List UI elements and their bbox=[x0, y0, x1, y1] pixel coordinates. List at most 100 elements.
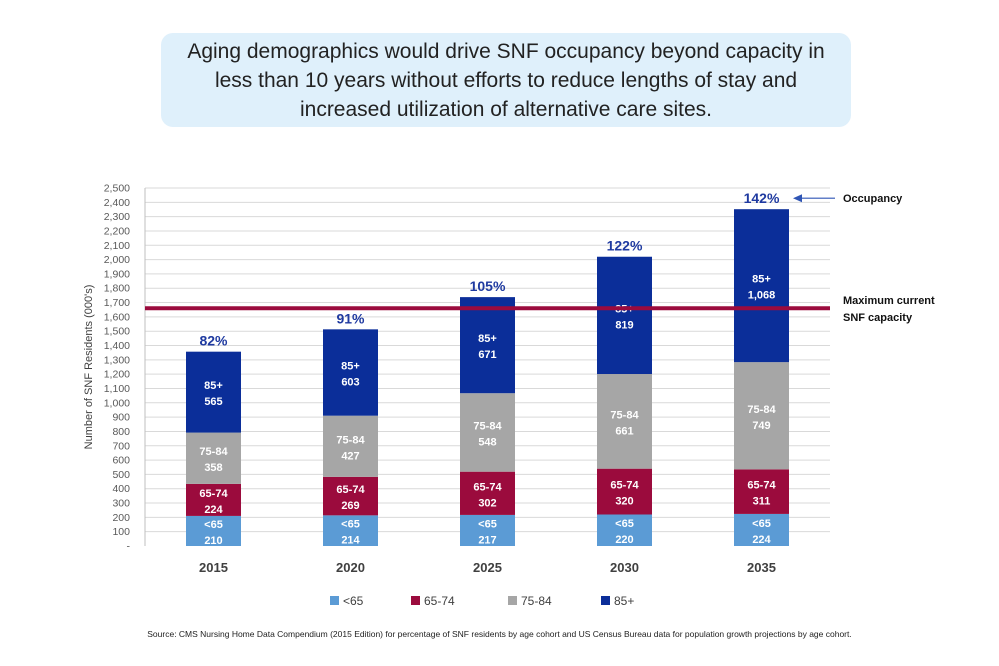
capacity-label-line1: Maximum current bbox=[843, 295, 935, 307]
segment-value-label: 302 bbox=[478, 497, 496, 509]
x-tick-label: 2025 bbox=[473, 560, 502, 575]
occupancy-annotation: Occupancy bbox=[843, 193, 903, 205]
y-tick-label: 1,000 bbox=[104, 397, 130, 409]
bar-segment bbox=[323, 415, 378, 477]
segment-value-label: 311 bbox=[753, 496, 771, 508]
bar-segment bbox=[186, 483, 241, 516]
legend-swatch bbox=[330, 596, 339, 605]
y-tick-label: 100 bbox=[112, 526, 130, 538]
legend-label: 75-84 bbox=[521, 594, 552, 608]
legend-swatch bbox=[411, 596, 420, 605]
bar-segment bbox=[186, 351, 241, 433]
legend-label: <65 bbox=[343, 594, 364, 608]
segment-value-label: 269 bbox=[341, 500, 359, 512]
x-tick-label: 2030 bbox=[610, 560, 639, 575]
legend-swatch bbox=[508, 596, 517, 605]
bar-segment bbox=[597, 256, 652, 375]
segment-value-label: 1,068 bbox=[748, 290, 776, 302]
segment-series-label: 85+ bbox=[752, 274, 771, 286]
bar-segment bbox=[597, 374, 652, 469]
y-tick-label: 1,100 bbox=[104, 383, 130, 395]
y-tick-label: 800 bbox=[112, 426, 130, 438]
segment-series-label: <65 bbox=[478, 518, 497, 530]
y-tick-label: 200 bbox=[112, 512, 130, 524]
headline-banner: Aging demographics would drive SNF occup… bbox=[161, 33, 851, 127]
y-tick-label: 1,800 bbox=[104, 283, 130, 295]
y-tick-label: 1,500 bbox=[104, 326, 130, 338]
bar-segment bbox=[460, 514, 515, 546]
bar-segment bbox=[597, 514, 652, 546]
occupancy-label: 91% bbox=[336, 310, 365, 326]
y-tick-label: 2,100 bbox=[104, 240, 130, 252]
segment-value-label: 661 bbox=[615, 425, 633, 437]
segment-value-label: 358 bbox=[204, 462, 222, 474]
bar-segment bbox=[323, 476, 378, 516]
bar-segment bbox=[460, 471, 515, 515]
segment-value-label: 565 bbox=[204, 396, 222, 408]
source-note: Source: CMS Nursing Home Data Compendium… bbox=[147, 629, 852, 639]
segment-value-label: 214 bbox=[341, 535, 360, 547]
y-tick-label: 2,300 bbox=[104, 211, 130, 223]
y-tick-label: 700 bbox=[112, 440, 130, 452]
capacity-label-line2: SNF capacity bbox=[843, 312, 913, 324]
segment-series-label: 85+ bbox=[341, 361, 360, 373]
segment-series-label: 65-74 bbox=[747, 480, 776, 492]
y-tick-label: 1,700 bbox=[104, 297, 130, 309]
occupancy-label: 122% bbox=[607, 238, 643, 254]
segment-series-label: 65-74 bbox=[336, 484, 365, 496]
y-tick-label: 400 bbox=[112, 483, 130, 495]
segment-value-label: 220 bbox=[615, 534, 633, 546]
segment-value-label: 224 bbox=[752, 534, 771, 546]
bar-segment bbox=[323, 515, 378, 546]
segment-series-label: 75-84 bbox=[747, 404, 776, 416]
segment-value-label: 819 bbox=[615, 319, 633, 331]
occupancy-arrow-head bbox=[793, 194, 802, 203]
segment-series-label: 65-74 bbox=[610, 480, 639, 492]
y-tick-label: 2,500 bbox=[104, 183, 130, 195]
segment-value-label: 603 bbox=[341, 377, 359, 389]
bar-segment bbox=[597, 468, 652, 515]
bar-segment bbox=[323, 329, 378, 416]
y-tick-label: 2,200 bbox=[104, 225, 130, 237]
segment-series-label: 65-74 bbox=[473, 481, 502, 493]
legend-swatch bbox=[601, 596, 610, 605]
bar-segment bbox=[460, 393, 515, 472]
segment-value-label: 671 bbox=[478, 349, 496, 361]
segment-series-label: <65 bbox=[341, 519, 360, 531]
y-tick-label: 1,900 bbox=[104, 268, 130, 280]
y-tick-label: 1,600 bbox=[104, 311, 130, 323]
bar-segment bbox=[186, 515, 241, 546]
bar-segment bbox=[186, 432, 241, 484]
segment-value-label: 749 bbox=[752, 420, 770, 432]
y-tick-label: 500 bbox=[112, 469, 130, 481]
occupancy-label: 142% bbox=[744, 190, 780, 206]
segment-series-label: 75-84 bbox=[336, 434, 365, 446]
y-tick-label: - bbox=[127, 541, 131, 553]
y-tick-label: 600 bbox=[112, 455, 130, 467]
segment-value-label: 210 bbox=[204, 535, 222, 547]
segment-series-label: <65 bbox=[752, 518, 771, 530]
bar-segment bbox=[460, 297, 515, 394]
y-tick-label: 1,300 bbox=[104, 354, 130, 366]
bar-segment bbox=[734, 513, 789, 546]
segment-value-label: 320 bbox=[615, 496, 633, 508]
segment-series-label: 75-84 bbox=[199, 446, 228, 458]
headline-text: Aging demographics would drive SNF occup… bbox=[187, 39, 825, 121]
segment-value-label: 224 bbox=[204, 504, 223, 516]
x-tick-label: 2020 bbox=[336, 560, 365, 575]
segment-value-label: 427 bbox=[341, 450, 359, 462]
legend-label: 85+ bbox=[614, 594, 634, 608]
y-tick-label: 1,200 bbox=[104, 369, 130, 381]
segment-value-label: 548 bbox=[478, 436, 496, 448]
x-tick-label: 2035 bbox=[747, 560, 776, 575]
bar-segment bbox=[734, 469, 789, 514]
segment-series-label: 85+ bbox=[478, 333, 497, 345]
y-tick-label: 300 bbox=[112, 498, 130, 510]
segment-value-label: 217 bbox=[478, 534, 496, 546]
segment-series-label: 85+ bbox=[204, 380, 223, 392]
y-tick-label: 900 bbox=[112, 412, 130, 424]
x-tick-label: 2015 bbox=[199, 560, 228, 575]
occupancy-label: 105% bbox=[470, 278, 506, 294]
y-tick-label: 2,400 bbox=[104, 197, 130, 209]
